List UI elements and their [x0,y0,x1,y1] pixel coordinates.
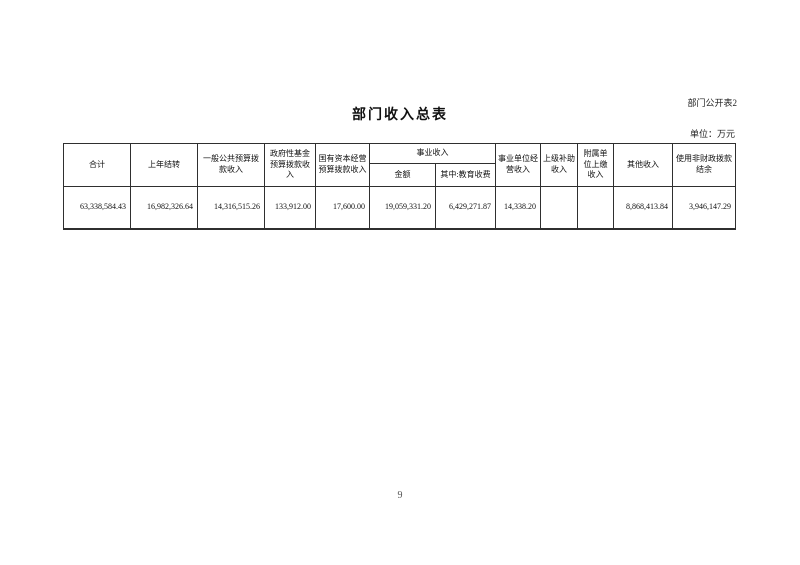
doc-label: 部门公开表2 [687,98,737,108]
cell-public-budget: 14,316,515.26 [197,186,265,229]
cell-education-fee: 6,429,271.87 [435,186,496,229]
col-header-carryover: 上年结转 [130,143,198,187]
cell-total: 63,338,584.43 [63,186,131,229]
income-summary-table: 合计 上年结转 一般公共预算拨款收入 政府性基金预算拨款收入 国有资本经营预算拨… [63,143,736,230]
sub-header-education-fee: 其中:教育收费 [435,163,496,187]
col-group-header-business-income: 事业收入 [369,143,496,164]
cell-gov-fund: 133,912.00 [264,186,316,229]
cell-business-amount: 19,059,331.20 [369,186,436,229]
table-row: 63,338,584.43 16,982,326.64 14,316,515.2… [63,186,736,229]
col-header-superior-subsidy: 上级补助收入 [540,143,578,187]
cell-superior-subsidy [540,186,578,229]
cell-carryover: 16,982,326.64 [130,186,198,229]
col-header-gov-fund: 政府性基金预算拨款收入 [264,143,316,187]
col-header-nonfiscal-balance: 使用非财政拨款结余 [672,143,736,187]
col-header-operating-income: 事业单位经营收入 [495,143,541,187]
col-header-other-income: 其他收入 [613,143,673,187]
page-number: 9 [397,490,403,501]
page-title: 部门收入总表 [352,108,448,123]
sub-header-amount: 金额 [369,163,436,187]
col-header-subordinate-remit: 附属单位上缴收入 [577,143,614,187]
cell-nonfiscal-balance: 3,946,147.29 [672,186,736,229]
col-header-public-budget: 一般公共预算拨款收入 [197,143,265,187]
unit-label: 单位：万元 [689,129,735,139]
col-header-state-capital: 国有资本经营预算拨款收入 [315,143,370,187]
cell-operating-income: 14,338.20 [495,186,541,229]
cell-state-capital: 17,600.00 [315,186,370,229]
col-header-total: 合计 [63,143,131,187]
cell-subordinate-remit [577,186,614,229]
cell-other-income: 8,868,413.84 [613,186,673,229]
